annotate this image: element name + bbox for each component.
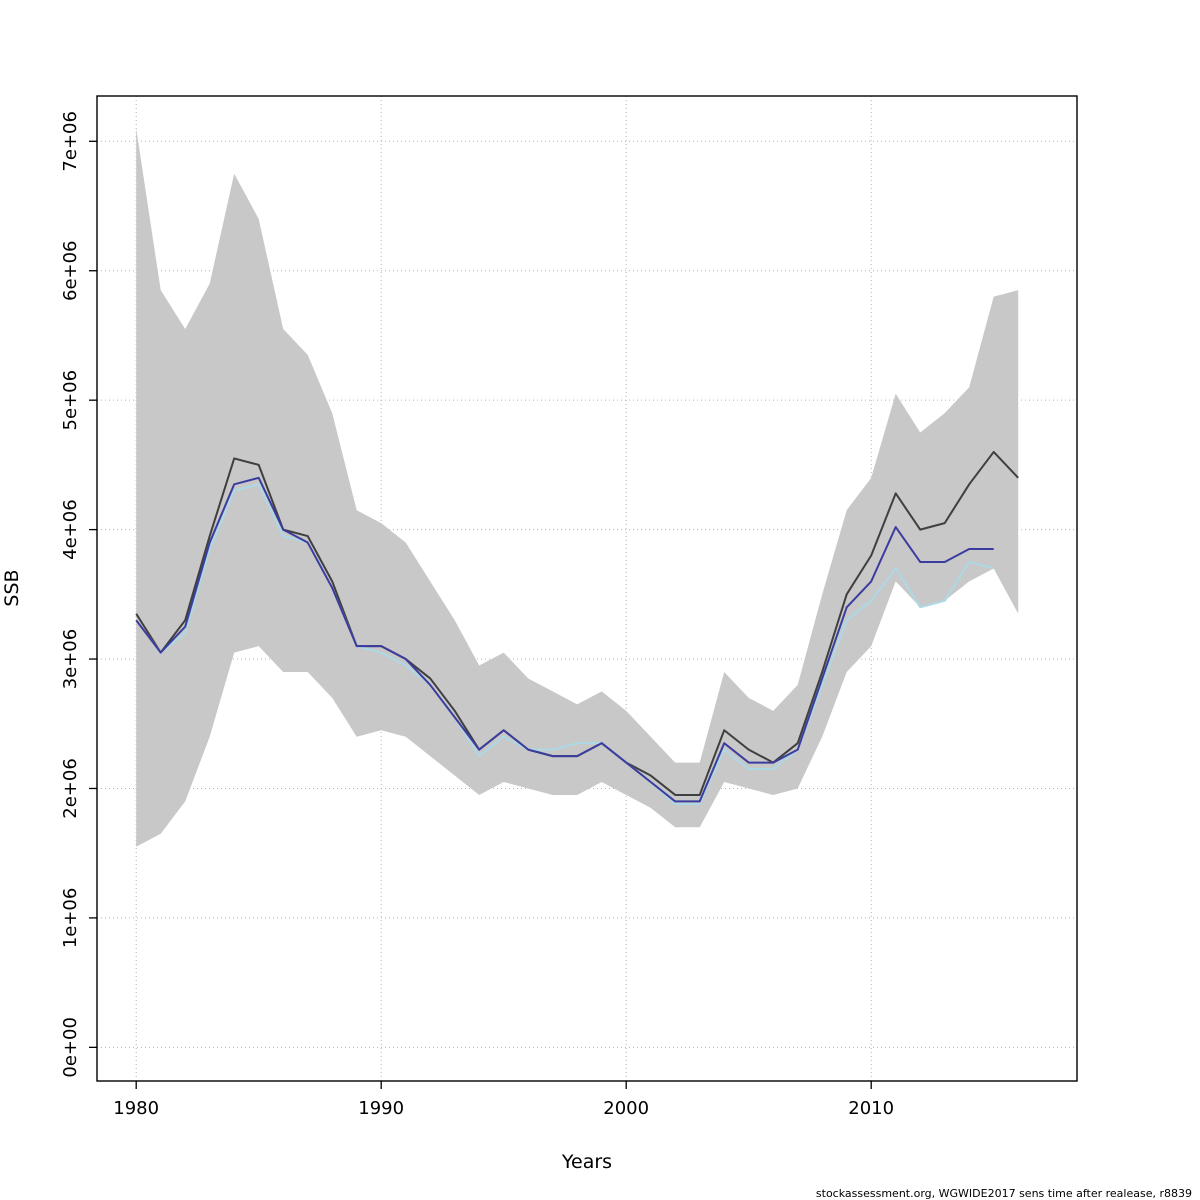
x-tick-label: 2000 [603, 1098, 649, 1119]
y-axis-label: SSB [1, 569, 23, 606]
plot-frame [96, 95, 1078, 1082]
x-tick-label: 1980 [113, 1098, 159, 1119]
confidence-band [136, 128, 1019, 847]
y-tick-label: 4e+06 [60, 499, 81, 560]
footer-credit: stockassessment.org, WGWIDE2017 sens tim… [816, 1187, 1192, 1200]
y-tick-label: 7e+06 [60, 111, 81, 172]
light-blue-run-line [135, 483, 994, 806]
plot-area: 1980 1990 2000 2010 0e+00 1e+06 2e+06 3e+06 4e+0… [60, 95, 1078, 1119]
y-tick-label: 3e+06 [60, 629, 81, 690]
y-tick-label: 2e+06 [60, 758, 81, 819]
y-tick-label: 0e+00 [60, 1017, 81, 1078]
y-tick-label: 6e+06 [60, 240, 81, 301]
x-tick-label: 2010 [848, 1098, 894, 1119]
y-tick-label: 5e+06 [60, 370, 81, 431]
dark-blue-run-line [135, 476, 994, 803]
x-axis-label: Years [561, 1151, 612, 1173]
x-tick-label: 1990 [358, 1098, 404, 1119]
y-tick-label: 1e+06 [60, 888, 81, 949]
